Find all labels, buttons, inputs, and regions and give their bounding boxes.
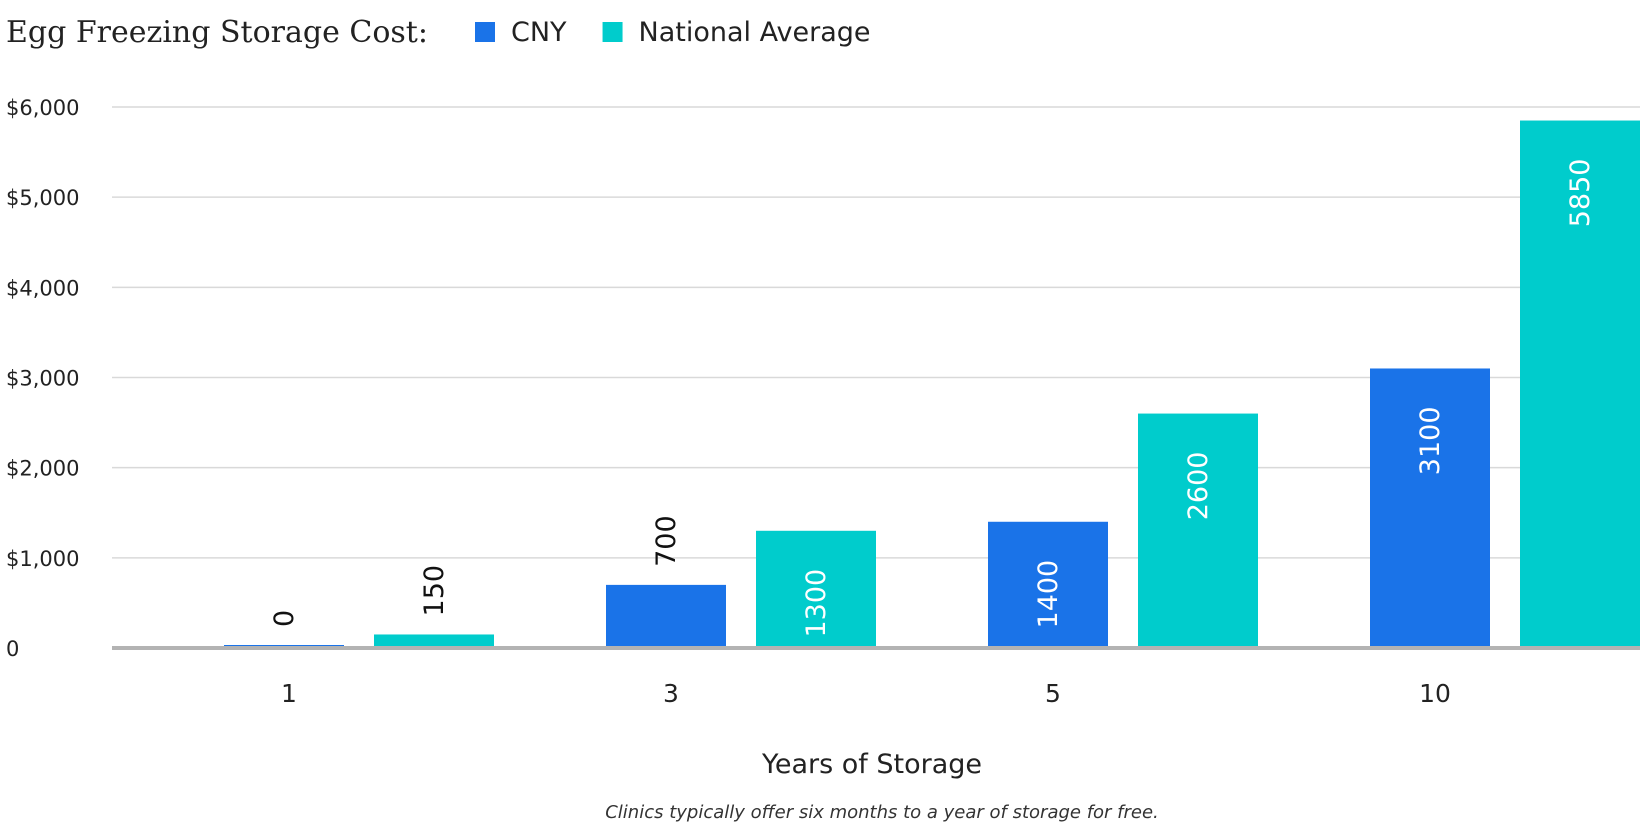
data-label: 1300 [801, 569, 832, 638]
bar-national-average-3 [756, 530, 876, 648]
bar-national-average-1 [374, 634, 494, 648]
x-tick-label: 1 [281, 679, 297, 708]
bar-cny-10 [1370, 368, 1490, 648]
y-tick-label: $4,000 [6, 276, 79, 300]
data-label: 700 [651, 515, 682, 567]
y-tick-label: $5,000 [6, 186, 79, 210]
legend-swatch [602, 22, 623, 42]
data-label: 2600 [1183, 452, 1214, 521]
y-tick-label: 0 [6, 637, 19, 661]
legend-swatch [475, 22, 495, 42]
y-tick-label: $6,000 [6, 96, 79, 120]
chart-title: Egg Freezing Storage Cost: [6, 15, 428, 50]
footnote: Clinics typically offer six months to a … [605, 802, 1159, 823]
data-label: 1400 [1033, 560, 1064, 629]
legend: CNY National Average [475, 17, 871, 48]
x-axis: 1 3 5 10 [281, 679, 1451, 708]
x-tick-label: 5 [1045, 679, 1061, 708]
data-label: 150 [419, 565, 450, 617]
x-tick-label: 3 [663, 679, 679, 708]
bar-cny-3 [606, 584, 726, 648]
bar-national-average-5 [1138, 413, 1258, 648]
bar-national-average-10 [1520, 120, 1640, 648]
y-tick-label: $1,000 [6, 547, 79, 571]
bars: 0 150 700 1300 1400 2600 3100 5850 [224, 120, 1640, 648]
y-tick-label: $2,000 [6, 457, 79, 481]
data-label: 3100 [1415, 406, 1446, 475]
y-axis: 0 $1,000 $2,000 $3,000 $4,000 $5,000 $6,000 [6, 96, 79, 661]
legend-label: National Average [639, 17, 871, 48]
data-label: 0 [269, 610, 300, 627]
data-label: 5850 [1565, 159, 1596, 228]
x-tick-label: 10 [1419, 679, 1451, 708]
bar-cny-5 [988, 521, 1108, 648]
x-axis-label: Years of Storage [761, 749, 982, 780]
y-tick-label: $3,000 [6, 367, 79, 391]
legend-label: CNY [511, 17, 567, 48]
